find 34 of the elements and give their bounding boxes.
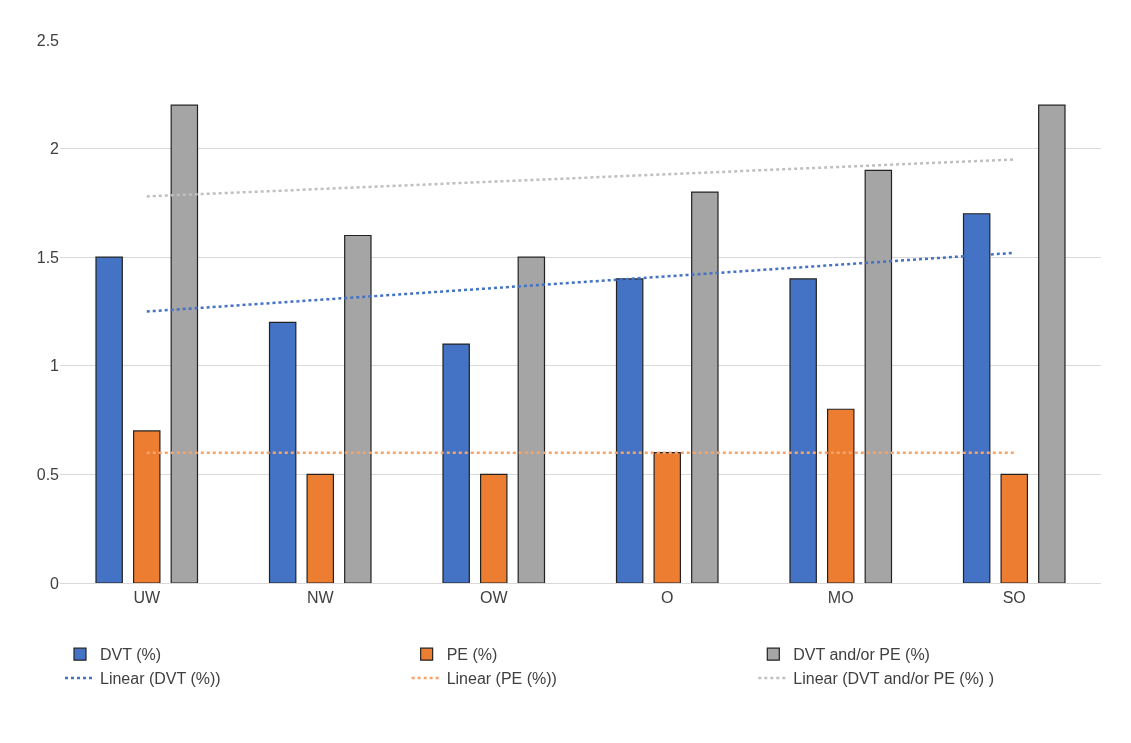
- bar: [789, 278, 817, 583]
- bar: [306, 473, 335, 583]
- y-tick-label: 2: [50, 140, 60, 158]
- bar: [517, 256, 546, 583]
- bar: [653, 452, 682, 583]
- y-tick-label: 0: [50, 574, 60, 592]
- legend-label: PE (%): [446, 646, 498, 664]
- x-tick-label: UW: [133, 589, 161, 607]
- legend-label: Linear (DVT (%)): [100, 670, 221, 688]
- legend-label: Linear (PE (%)): [446, 670, 557, 688]
- bar: [691, 191, 719, 583]
- legend-label: DVT (%): [100, 646, 162, 664]
- legend-label: DVT and/or PE (%): [793, 646, 930, 664]
- bar: [1038, 104, 1066, 583]
- bar: [132, 430, 161, 583]
- bar: [95, 256, 123, 583]
- bar: [268, 321, 297, 583]
- bar: [442, 343, 470, 583]
- y-tick-label: 1: [50, 357, 60, 375]
- x-tick-label: MO: [827, 589, 854, 607]
- legend-label: Linear (DVT and/or PE (%) ): [793, 670, 994, 688]
- bar: [826, 408, 855, 583]
- y-tick-label: 0.5: [36, 466, 60, 483]
- bar: [479, 473, 508, 583]
- y-tick-label: 2.5: [36, 31, 60, 49]
- bar: [1000, 473, 1029, 583]
- y-tick-label: 1.5: [36, 248, 60, 266]
- bar: [344, 234, 372, 583]
- x-tick-label: O: [661, 589, 674, 607]
- x-tick-label: NW: [306, 589, 335, 607]
- bar: [170, 104, 199, 583]
- x-tick-label: OW: [479, 589, 509, 607]
- x-tick-label: SO: [1002, 589, 1026, 607]
- bar: [864, 169, 893, 583]
